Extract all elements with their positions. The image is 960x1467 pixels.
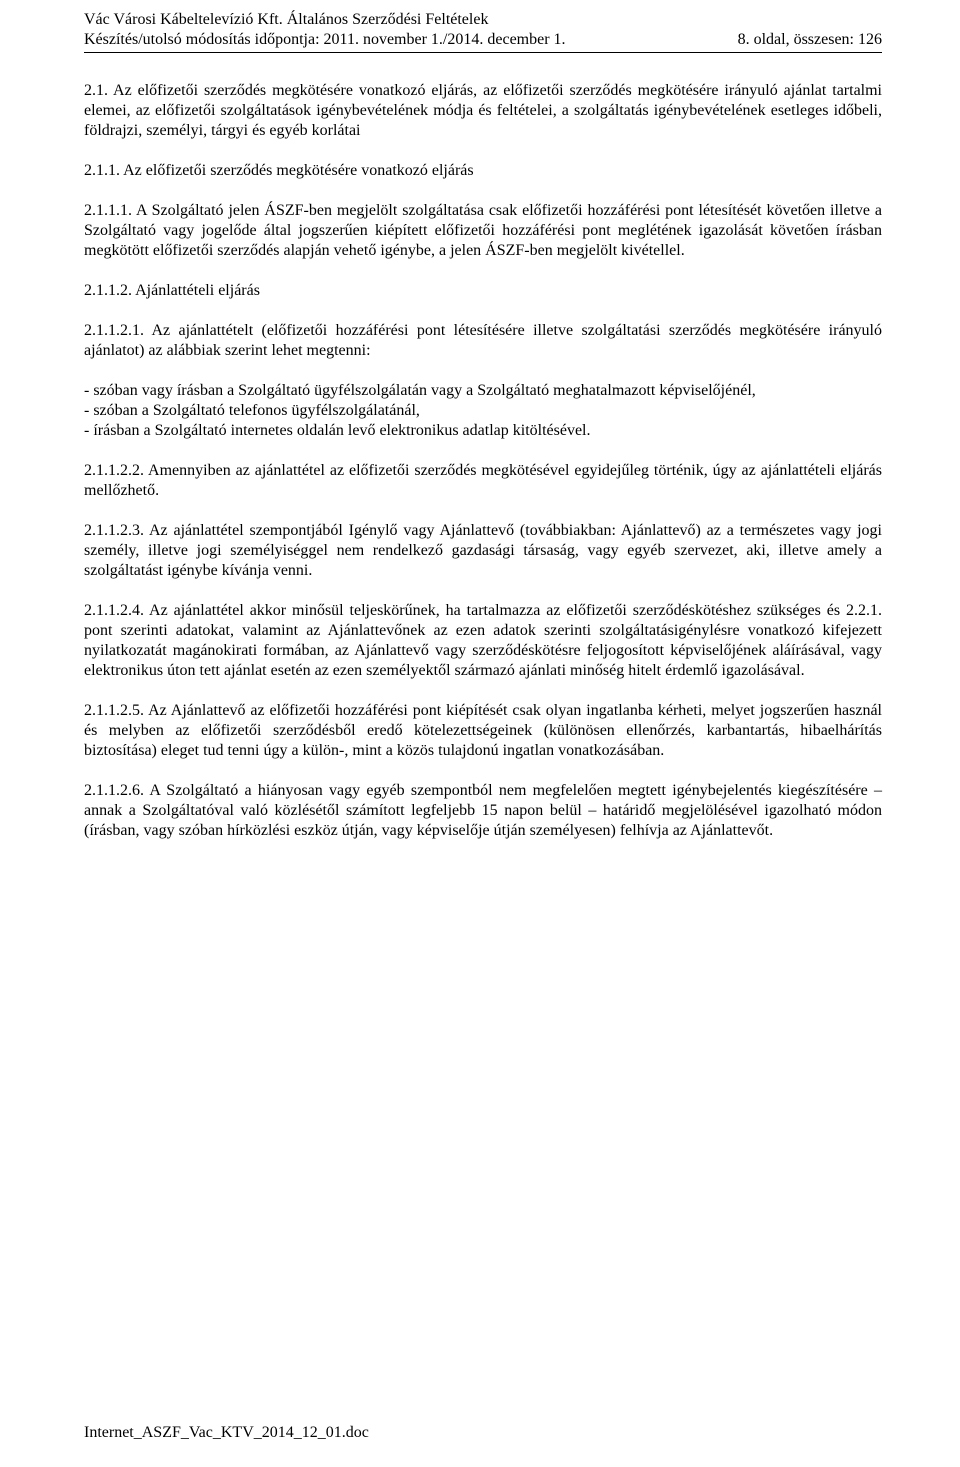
document-header: Vác Városi Kábeltelevízió Kft. Általános… <box>84 10 882 53</box>
section-2-1-1-heading: 2.1.1. Az előfizetői szerződés megkötésé… <box>84 161 882 181</box>
paragraph-2-1-1-2-5: 2.1.1.2.5. Az Ajánlattevő az előfizetői … <box>84 701 882 761</box>
header-date: Készítés/utolsó módosítás időpontja: 201… <box>84 30 566 50</box>
header-company-title: Vác Városi Kábeltelevízió Kft. Általános… <box>84 10 882 30</box>
footer-filename: Internet_ASZF_Vac_KTV_2014_12_01.doc <box>84 1423 369 1443</box>
list-item: - szóban vagy írásban a Szolgáltató ügyf… <box>84 381 882 401</box>
paragraph-2-1-1-2-4: 2.1.1.2.4. Az ajánlattétel akkor minősül… <box>84 601 882 681</box>
section-2-1-title: 2.1. Az előfizetői szerződés megkötésére… <box>84 81 882 141</box>
list-item: - írásban a Szolgáltató internetes oldal… <box>84 421 882 441</box>
section-2-1-1-2-heading: 2.1.1.2. Ajánlattételi eljárás <box>84 281 882 301</box>
paragraph-2-1-1-1: 2.1.1.1. A Szolgáltató jelen ÁSZF-ben me… <box>84 201 882 261</box>
paragraph-2-1-1-2-1: 2.1.1.2.1. Az ajánlattételt (előfizetői … <box>84 321 882 361</box>
paragraph-2-1-1-2-2: 2.1.1.2.2. Amennyiben az ajánlattétel az… <box>84 461 882 501</box>
header-page-number: 8. oldal, összesen: 126 <box>738 30 882 50</box>
header-divider <box>84 52 882 53</box>
header-meta-row: Készítés/utolsó módosítás időpontja: 201… <box>84 30 882 50</box>
paragraph-2-1-1-2-3: 2.1.1.2.3. Az ajánlattétel szempontjából… <box>84 521 882 581</box>
list-item: - szóban a Szolgáltató telefonos ügyféls… <box>84 401 882 421</box>
paragraph-2-1-1-2-6: 2.1.1.2.6. A Szolgáltató a hiányosan vag… <box>84 781 882 841</box>
methods-list: - szóban vagy írásban a Szolgáltató ügyf… <box>84 381 882 441</box>
